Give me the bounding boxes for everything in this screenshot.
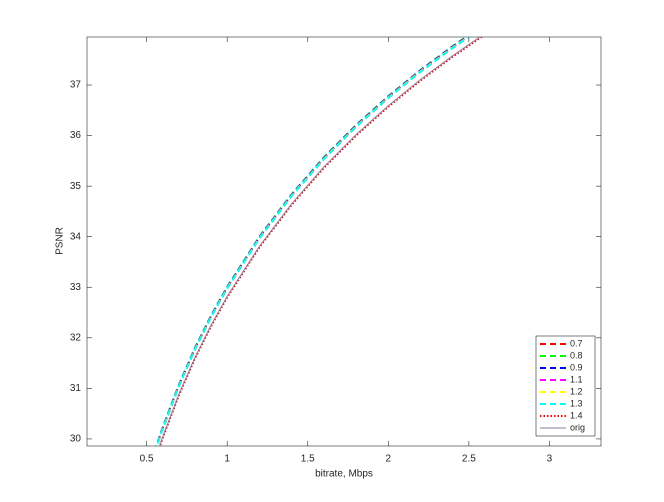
legend-label: 1.3 (570, 398, 583, 408)
legend-label: 0.8 (570, 350, 583, 360)
legend-label: orig (570, 422, 585, 432)
legend-label: 1.2 (570, 386, 583, 396)
y-axis-label: PSNR (55, 227, 66, 255)
series-line (159, 37, 481, 446)
plot-area (86, 36, 602, 447)
lines (155, 37, 484, 446)
legend-label: 0.7 (570, 338, 583, 348)
x-tick-label: 3 (547, 454, 553, 465)
y-tick-label: 33 (70, 282, 82, 293)
x-tick-label: 2 (386, 454, 392, 465)
legend-box (535, 335, 596, 437)
legend-label: 1.4 (570, 410, 583, 420)
y-tick-label: 35 (70, 181, 82, 192)
x-tick-label: 1 (224, 454, 230, 465)
x-tick-label: 1.5 (301, 454, 315, 465)
legend-label: 0.9 (570, 362, 583, 372)
series-line (156, 37, 471, 446)
y-tick-label: 37 (70, 80, 82, 91)
y-tick-label: 32 (70, 332, 82, 343)
legend-label: 1.1 (570, 374, 583, 384)
y-tick-label: 36 (70, 130, 82, 141)
y-tick-label: 31 (70, 383, 82, 394)
x-tick-label: 2.5 (462, 454, 476, 465)
y-tick-label: 30 (70, 434, 82, 445)
x-tick-label: 0.5 (140, 454, 154, 465)
x-axis-label: bitrate, Mbps (315, 469, 373, 480)
y-tick-label: 34 (70, 231, 82, 242)
